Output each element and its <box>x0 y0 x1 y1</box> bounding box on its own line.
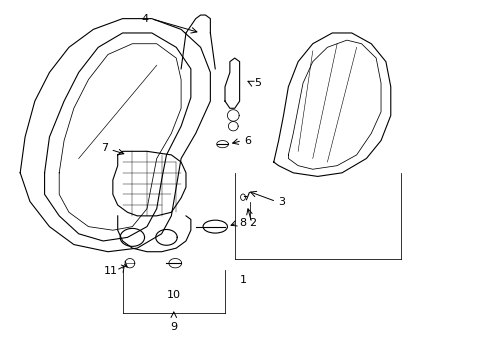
Text: 8: 8 <box>239 218 246 228</box>
Text: 9: 9 <box>170 322 177 332</box>
Text: 3: 3 <box>278 197 285 207</box>
Text: 2: 2 <box>249 218 256 228</box>
Text: 10: 10 <box>166 290 181 300</box>
Text: 7: 7 <box>101 143 108 153</box>
Text: 11: 11 <box>103 266 118 276</box>
Text: 6: 6 <box>244 136 251 145</box>
Text: 5: 5 <box>254 78 261 88</box>
Text: 4: 4 <box>141 14 148 24</box>
Text: 1: 1 <box>239 275 246 285</box>
